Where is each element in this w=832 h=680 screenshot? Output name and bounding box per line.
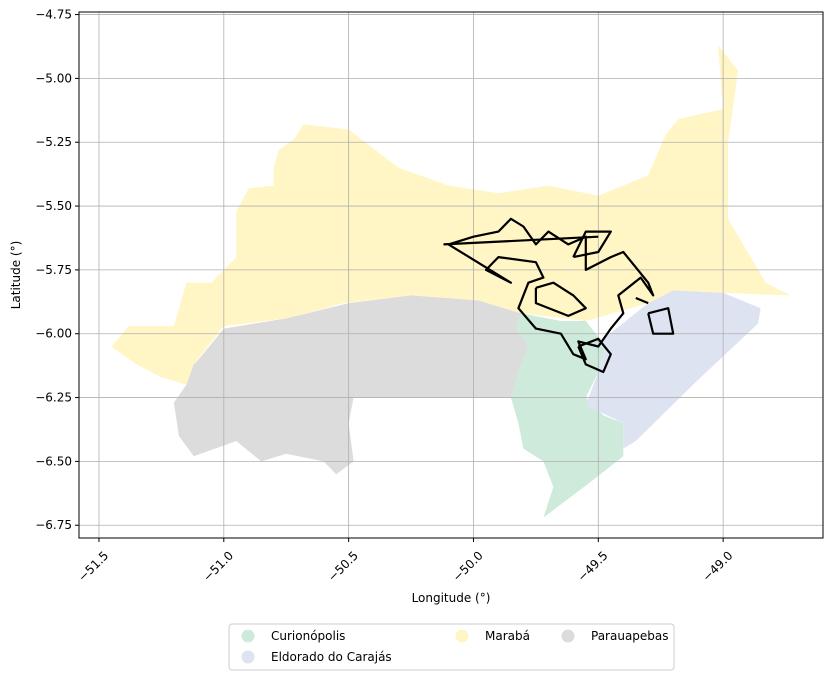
- boundary-outline: [577, 337, 612, 374]
- grid-layer: [79, 12, 823, 538]
- y-tick-label: −5.75: [35, 263, 72, 277]
- x-tick-label: −51.5: [75, 548, 111, 584]
- legend-label-curionopolis: Curionópolis: [271, 629, 345, 643]
- legend-marker-parauapebas: [561, 629, 575, 643]
- x-tick-label: −50.0: [450, 548, 486, 584]
- legend-marker-maraba: [455, 629, 469, 643]
- region-curionopolis: [510, 313, 624, 518]
- boundary-outline: [647, 307, 675, 335]
- legend-marker-curionopolis: [241, 629, 255, 643]
- y-tick-label: −5.50: [35, 199, 72, 213]
- legend: Curionópolis Eldorado do Carajás Marabá Par…: [228, 623, 675, 671]
- boundary-outline: [572, 230, 612, 259]
- plot-frame: [78, 11, 824, 539]
- y-tick-label: −6.75: [35, 518, 72, 532]
- regions-layer: [111, 45, 791, 518]
- y-tick-label: −5.00: [35, 71, 72, 85]
- y-tick-label: −4.75: [35, 8, 72, 22]
- outlines-layer: [443, 217, 675, 374]
- y-tick-label: −6.00: [35, 327, 72, 341]
- region-parauapebas: [173, 295, 529, 475]
- y-axis-title: Latitude (°): [9, 241, 23, 310]
- boundary-outline: [443, 235, 599, 246]
- x-tick-label: −49.0: [700, 548, 736, 584]
- legend-label-eldorado-do-carajas: Eldorado do Carajás: [271, 650, 392, 664]
- boundary-outline: [635, 296, 649, 305]
- boundary-outline: [447, 217, 655, 361]
- region-maraba: [111, 45, 791, 385]
- x-tick-label: −50.5: [325, 548, 361, 584]
- x-axis-title: Longitude (°): [412, 591, 491, 605]
- y-tick-label: −5.25: [35, 135, 72, 149]
- legend-label-parauapebas: Parauapebas: [591, 629, 669, 643]
- y-tick-label: −6.25: [35, 391, 72, 405]
- x-tick-label: −49.5: [575, 548, 611, 584]
- region-eldorado-do-carajas: [585, 290, 761, 449]
- legend-label-maraba: Marabá: [485, 629, 530, 643]
- legend-marker-eldorado-do-carajas: [241, 650, 255, 664]
- boundary-outline: [534, 281, 587, 317]
- x-tick-label: −51.0: [200, 548, 236, 584]
- y-tick-label: −6.50: [35, 454, 72, 468]
